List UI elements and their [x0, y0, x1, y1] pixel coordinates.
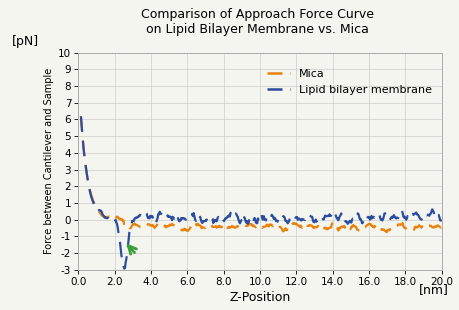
X-axis label: Z-Position: Z-Position — [229, 291, 290, 304]
Y-axis label: Force between Cantilever and Sample: Force between Cantilever and Sample — [44, 68, 54, 254]
Text: Comparison of Approach Force Curve
on Lipid Bilayer Membrane vs. Mica: Comparison of Approach Force Curve on Li… — [141, 8, 373, 36]
Legend: Mica, Lipid bilayer membrane: Mica, Lipid bilayer membrane — [263, 65, 435, 99]
Text: [nm]: [nm] — [418, 283, 448, 296]
Text: [pN]: [pN] — [12, 35, 39, 48]
